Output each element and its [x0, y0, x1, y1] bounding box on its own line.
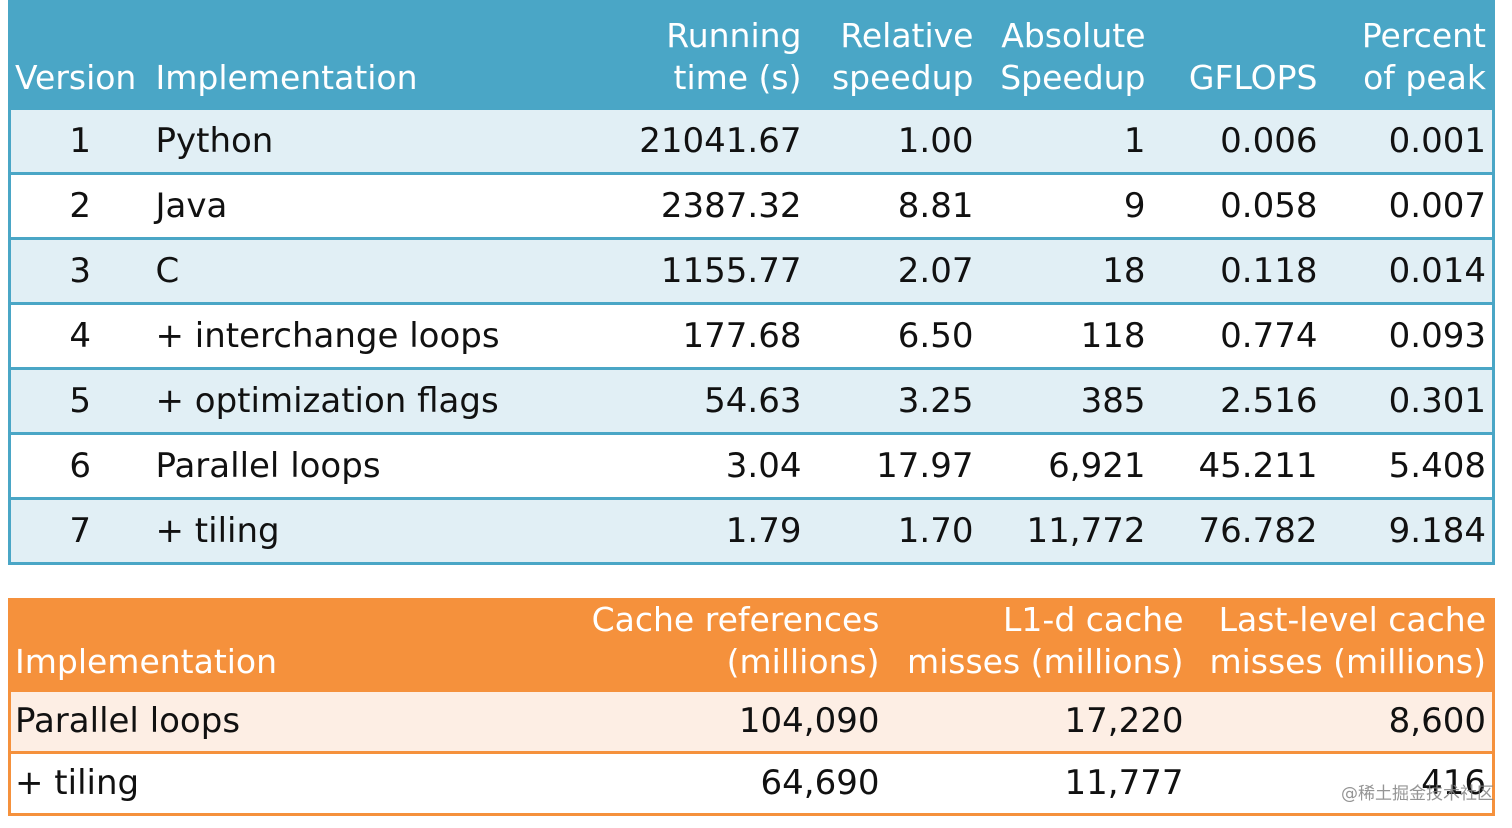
- header-version: Version: [9, 0, 150, 108]
- header-absolute-speedup: Absolute Speedup: [979, 0, 1152, 108]
- running-time-cell: 1.79: [619, 496, 808, 563]
- cache-references-cell: 64,690: [569, 750, 886, 814]
- cache-header-llc-line1: Last-level cache: [1218, 599, 1486, 639]
- absolute-speedup-cell: 118: [979, 301, 1152, 368]
- table-row: 5 + optimization flags 54.63 3.25 385 2.…: [9, 366, 1494, 433]
- implementation-cell: + optimization flags: [149, 366, 620, 433]
- table-row: 3 C 1155.77 2.07 18 0.118 0.014: [9, 236, 1494, 303]
- table-row: 1 Python 21041.67 1.00 1 0.006 0.001: [9, 106, 1494, 173]
- header-percent-peak-line2: of peak: [1363, 57, 1486, 97]
- percent-peak-cell: 5.408: [1323, 431, 1494, 498]
- running-time-cell: 2387.32: [619, 171, 808, 238]
- performance-header-row: Version Implementation Running time (s) …: [9, 0, 1494, 108]
- gflops-cell: 0.058: [1151, 171, 1324, 238]
- header-relative-speedup-line2: speedup: [831, 57, 974, 97]
- running-time-cell: 3.04: [619, 431, 808, 498]
- relative-speedup-cell: 1.70: [807, 496, 980, 563]
- llc-misses-cell: 8,600: [1189, 688, 1494, 752]
- gflops-cell: 76.782: [1151, 496, 1324, 563]
- percent-peak-cell: 0.001: [1323, 106, 1494, 173]
- running-time-cell: 54.63: [619, 366, 808, 433]
- llc-misses-cell: 416: [1189, 750, 1494, 814]
- cache-header-implementation: Implementation: [9, 598, 570, 690]
- percent-peak-cell: 0.093: [1323, 301, 1494, 368]
- cache-header-row: Implementation Cache references (million…: [9, 598, 1494, 690]
- header-running-time-line1: Running: [666, 15, 802, 55]
- absolute-speedup-cell: 1: [979, 106, 1152, 173]
- header-running-time: Running time (s): [619, 0, 808, 108]
- cache-references-cell: 104,090: [569, 688, 886, 752]
- table-row: + tiling 64,690 11,777 416: [9, 750, 1494, 814]
- table-row: 6 Parallel loops 3.04 17.97 6,921 45.211…: [9, 431, 1494, 498]
- absolute-speedup-cell: 9: [979, 171, 1152, 238]
- header-absolute-speedup-line1: Absolute: [1001, 15, 1146, 55]
- relative-speedup-cell: 3.25: [807, 366, 980, 433]
- percent-peak-cell: 0.014: [1323, 236, 1494, 303]
- gflops-cell: 0.006: [1151, 106, 1324, 173]
- version-cell: 4: [9, 301, 150, 368]
- header-absolute-speedup-line2: Speedup: [1000, 57, 1146, 97]
- version-cell: 7: [9, 496, 150, 563]
- relative-speedup-cell: 6.50: [807, 301, 980, 368]
- version-cell: 3: [9, 236, 150, 303]
- cache-header-references-line1: Cache references: [591, 599, 880, 639]
- implementation-cell: Parallel loops: [149, 431, 620, 498]
- implementation-cell: Java: [149, 171, 620, 238]
- gflops-cell: 0.774: [1151, 301, 1324, 368]
- percent-peak-cell: 9.184: [1323, 496, 1494, 563]
- table-row: 4 + interchange loops 177.68 6.50 118 0.…: [9, 301, 1494, 368]
- version-cell: 6: [9, 431, 150, 498]
- running-time-cell: 21041.67: [619, 106, 808, 173]
- header-percent-peak: Percent of peak: [1323, 0, 1494, 108]
- percent-peak-cell: 0.301: [1323, 366, 1494, 433]
- relative-speedup-cell: 17.97: [807, 431, 980, 498]
- gflops-cell: 45.211: [1151, 431, 1324, 498]
- header-relative-speedup-line1: Relative: [840, 15, 974, 55]
- table-row: Parallel loops 104,090 17,220 8,600: [9, 688, 1494, 752]
- header-relative-speedup: Relative speedup: [807, 0, 980, 108]
- table-row: 2 Java 2387.32 8.81 9 0.058 0.007: [9, 171, 1494, 238]
- cache-header-llc-line2: misses (millions): [1209, 641, 1486, 681]
- header-implementation: Implementation: [149, 0, 620, 108]
- version-cell: 1: [9, 106, 150, 173]
- cache-header-references-line2: (millions): [726, 641, 880, 681]
- cache-implementation-cell: Parallel loops: [9, 688, 570, 752]
- header-percent-peak-line1: Percent: [1361, 15, 1486, 55]
- cache-header-l1d-line2: misses (millions): [906, 641, 1184, 681]
- relative-speedup-cell: 8.81: [807, 171, 980, 238]
- cache-implementation-cell: + tiling: [9, 750, 570, 814]
- version-cell: 5: [9, 366, 150, 433]
- header-running-time-line2: time (s): [673, 57, 802, 97]
- watermark: @稀土掘金技术社区: [1341, 784, 1494, 804]
- absolute-speedup-cell: 11,772: [979, 496, 1152, 563]
- performance-table: Version Implementation Running time (s) …: [8, 0, 1495, 565]
- implementation-cell: C: [149, 236, 620, 303]
- l1d-misses-cell: 17,220: [885, 688, 1190, 752]
- relative-speedup-cell: 1.00: [807, 106, 980, 173]
- table-row: 7 + tiling 1.79 1.70 11,772 76.782 9.184: [9, 496, 1494, 563]
- cache-table: Implementation Cache references (million…: [8, 598, 1495, 816]
- gflops-cell: 2.516: [1151, 366, 1324, 433]
- version-cell: 2: [9, 171, 150, 238]
- running-time-cell: 1155.77: [619, 236, 808, 303]
- absolute-speedup-cell: 385: [979, 366, 1152, 433]
- percent-peak-cell: 0.007: [1323, 171, 1494, 238]
- cache-header-references: Cache references (millions): [569, 598, 886, 690]
- gflops-cell: 0.118: [1151, 236, 1324, 303]
- cache-header-l1d: L1-d cache misses (millions): [885, 598, 1190, 690]
- running-time-cell: 177.68: [619, 301, 808, 368]
- implementation-cell: Python: [149, 106, 620, 173]
- implementation-cell: + interchange loops: [149, 301, 620, 368]
- cache-header-llc: Last-level cache misses (millions): [1189, 598, 1494, 690]
- l1d-misses-cell: 11,777: [885, 750, 1190, 814]
- header-gflops: GFLOPS: [1151, 0, 1324, 108]
- relative-speedup-cell: 2.07: [807, 236, 980, 303]
- absolute-speedup-cell: 18: [979, 236, 1152, 303]
- absolute-speedup-cell: 6,921: [979, 431, 1152, 498]
- implementation-cell: + tiling: [149, 496, 620, 563]
- cache-header-l1d-line1: L1-d cache: [1003, 599, 1184, 639]
